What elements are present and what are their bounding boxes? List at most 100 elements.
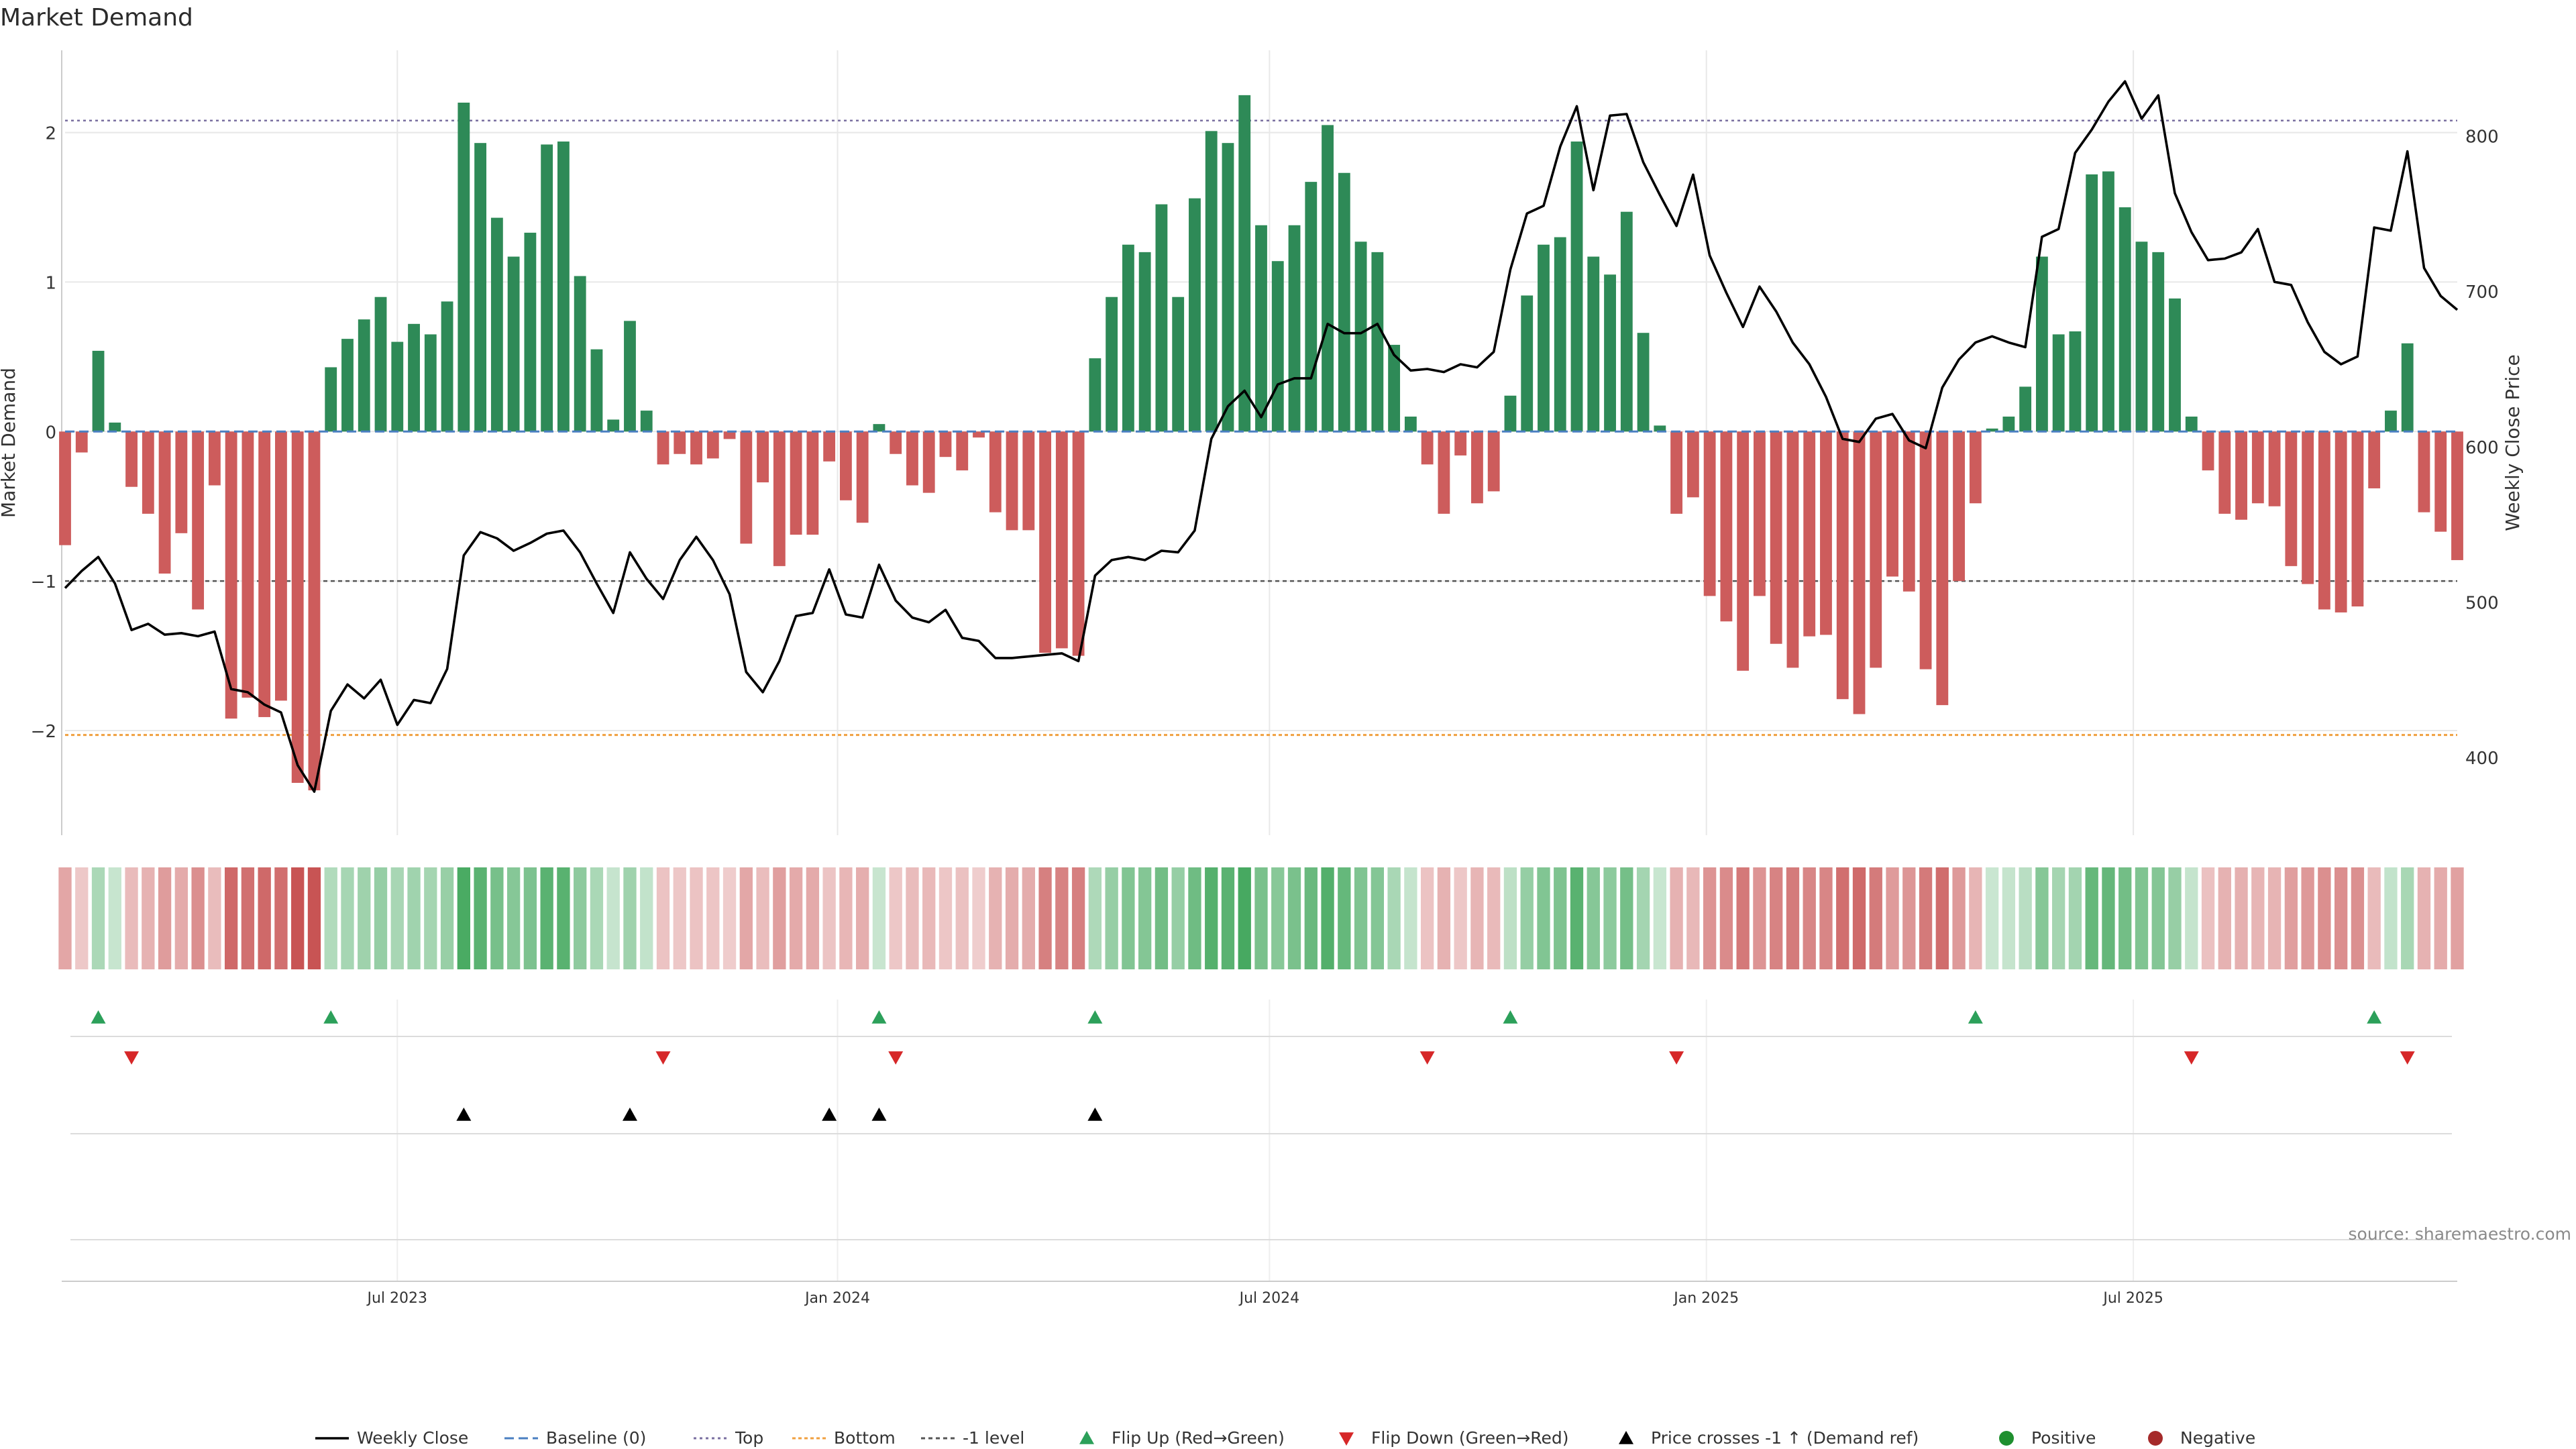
demand-bar	[939, 431, 952, 458]
legend-label: -1 level	[963, 1428, 1024, 1448]
heat-cell	[1122, 867, 1135, 969]
heat-cell	[1470, 867, 1484, 969]
heat-cell	[1886, 867, 1899, 969]
heat-cell	[108, 867, 121, 969]
demand-bar	[458, 103, 470, 432]
demand-bar	[2235, 431, 2247, 520]
demand-bar	[1138, 252, 1151, 432]
heat-cell	[307, 867, 321, 969]
demand-bar	[490, 217, 503, 432]
heat-cell	[1437, 867, 1451, 969]
heat-cell	[1902, 867, 1916, 969]
heat-cell	[872, 867, 886, 969]
heat-cell	[1919, 867, 1933, 969]
heat-cell	[1188, 867, 1201, 969]
left-tick-label: −1	[31, 572, 56, 592]
heat-cell	[2102, 867, 2115, 969]
x-tick-label: Jul 2023	[366, 1290, 428, 1307]
heat-cell	[1038, 867, 1052, 969]
demand-bar	[2251, 431, 2264, 504]
axis-ticks: 2 1 0 −1 −2 800 700 600 500 400 Jul 2023 Jan 2024 Ju…	[31, 124, 2499, 1307]
demand-bar	[2385, 411, 2397, 432]
demand-bar	[2169, 298, 2181, 432]
demand-bar	[989, 431, 1002, 513]
heat-cell	[1287, 867, 1301, 969]
demand-bar	[624, 321, 636, 432]
demand-bar	[1637, 333, 1650, 432]
heat-cell	[523, 867, 537, 969]
demand-bar	[1820, 431, 1832, 635]
demand-bar	[1670, 431, 1683, 514]
heat-cell	[1321, 867, 1334, 969]
heat-cell	[756, 867, 769, 969]
heat-cell	[690, 867, 703, 969]
demand-bar	[906, 431, 918, 486]
heat-cell	[1354, 867, 1368, 969]
heat-cell	[158, 867, 172, 969]
heat-cell	[1869, 867, 1882, 969]
heat-cell	[1786, 867, 1800, 969]
heat-cell	[2035, 867, 2049, 969]
demand-bar	[474, 143, 487, 432]
flip-down-marker	[124, 1051, 140, 1065]
heat-cell	[1952, 867, 1966, 969]
legend-item-price-cross: Price crosses -1 ↑ (Demand ref)	[1619, 1428, 1919, 1448]
demand-bar	[2052, 334, 2065, 432]
heat-cell	[989, 867, 1002, 969]
demand-bar	[1271, 261, 1284, 432]
heat-cell	[1055, 867, 1069, 969]
demand-bar	[2118, 207, 2131, 432]
chart-title: Market Demand	[0, 4, 193, 32]
heat-cell	[2367, 867, 2381, 969]
heat-cell	[407, 867, 421, 969]
left-tick-label: 0	[45, 423, 56, 443]
legend-swatch	[1339, 1432, 1354, 1446]
heat-cell	[191, 867, 205, 969]
demand-bar	[341, 339, 354, 432]
demand-bar	[2418, 431, 2430, 513]
heat-cell	[822, 867, 836, 969]
heat-cell	[258, 867, 271, 969]
heat-cell	[224, 867, 238, 969]
heat-cell	[1603, 867, 1617, 969]
demand-bar	[225, 431, 237, 719]
heat-cell	[2118, 867, 2132, 969]
demand-bar	[158, 431, 171, 574]
heat-cell	[142, 867, 155, 969]
demand-bar	[839, 431, 852, 500]
heat-cell	[1454, 867, 1467, 969]
demand-bar	[2135, 241, 2148, 432]
legend: Weekly Close Baseline (0) Top Bottom -1 leve…	[315, 1428, 2255, 1448]
heat-cell	[490, 867, 504, 969]
heat-cell	[623, 867, 637, 969]
heat-cell	[506, 867, 521, 969]
legend-label: Negative	[2180, 1428, 2255, 1448]
legend-item-baseline: Baseline (0)	[504, 1428, 646, 1448]
heat-cell	[722, 867, 737, 969]
heat-cell	[1803, 867, 1816, 969]
heat-cell	[2135, 867, 2149, 969]
demand-bar	[1155, 204, 1168, 432]
demand-bar	[92, 350, 105, 432]
heat-cell	[955, 867, 969, 969]
demand-bar	[441, 301, 453, 432]
demand-bar	[1089, 358, 1102, 432]
demand-bar	[1836, 431, 1849, 700]
heat-cell	[2019, 867, 2032, 969]
demand-bar	[408, 323, 420, 432]
demand-bar	[1986, 428, 1998, 432]
demand-bar	[1205, 131, 1218, 432]
heat-cell	[806, 867, 820, 969]
heat-cell	[889, 867, 902, 969]
demand-bar	[424, 334, 437, 432]
demand-bar	[1803, 431, 1816, 637]
heat-cell	[1836, 867, 1849, 969]
demand-bar	[640, 411, 653, 432]
heat-cell	[2151, 867, 2165, 969]
demand-bar	[2401, 343, 2414, 432]
demand-bar	[806, 431, 819, 535]
demand-bar	[1570, 141, 1583, 432]
demand-bar	[142, 431, 154, 514]
demand-bar	[2218, 431, 2231, 514]
event-markers	[91, 1010, 2415, 1121]
